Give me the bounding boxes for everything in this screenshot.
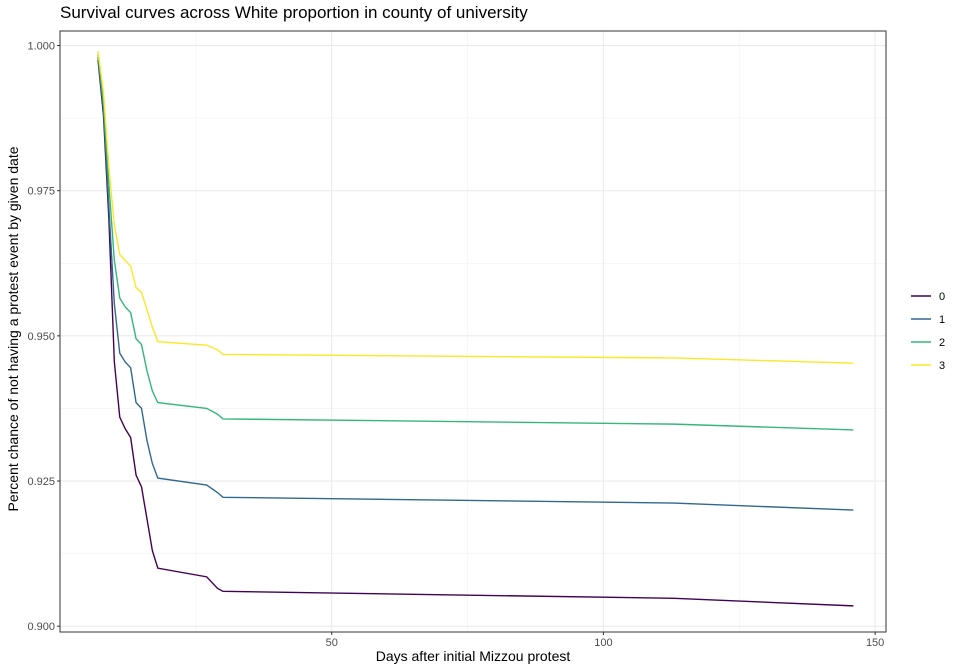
- y-axis-label: Percent chance of not having a protest e…: [5, 146, 21, 512]
- x-axis-ticks: 50 100 150: [326, 632, 884, 649]
- chart-title: Survival curves across White proportion …: [60, 3, 528, 22]
- x-tick-label: 50: [326, 637, 338, 649]
- legend-label-1: 1: [939, 314, 945, 326]
- major-gridlines: [60, 31, 886, 632]
- legend: 0 1 2 3: [911, 291, 945, 372]
- series-line-1: [97, 57, 854, 511]
- y-tick-label: 0.975: [27, 186, 55, 198]
- minor-gridlines: [60, 31, 886, 632]
- plot-panel-border: [59, 30, 887, 633]
- legend-label-2: 2: [939, 337, 945, 349]
- y-tick-label: 0.900: [27, 621, 55, 633]
- plot-background: [60, 31, 886, 632]
- series-line-0: [97, 59, 854, 607]
- legend-label-0: 0: [939, 291, 945, 303]
- y-tick-label: 0.925: [27, 476, 55, 488]
- series-lines: [97, 51, 854, 607]
- y-tick-label: 0.950: [27, 331, 55, 343]
- x-tick-label: 150: [866, 637, 884, 649]
- y-axis-ticks: 0.900 0.925 0.950 0.975 1.000: [27, 41, 60, 633]
- x-tick-label: 100: [594, 637, 612, 649]
- series-line-2: [97, 54, 854, 431]
- x-axis-label: Days after initial Mizzou protest: [375, 648, 571, 664]
- legend-label-3: 3: [939, 360, 945, 372]
- y-tick-label: 1.000: [27, 41, 55, 53]
- series-line-3: [97, 51, 854, 364]
